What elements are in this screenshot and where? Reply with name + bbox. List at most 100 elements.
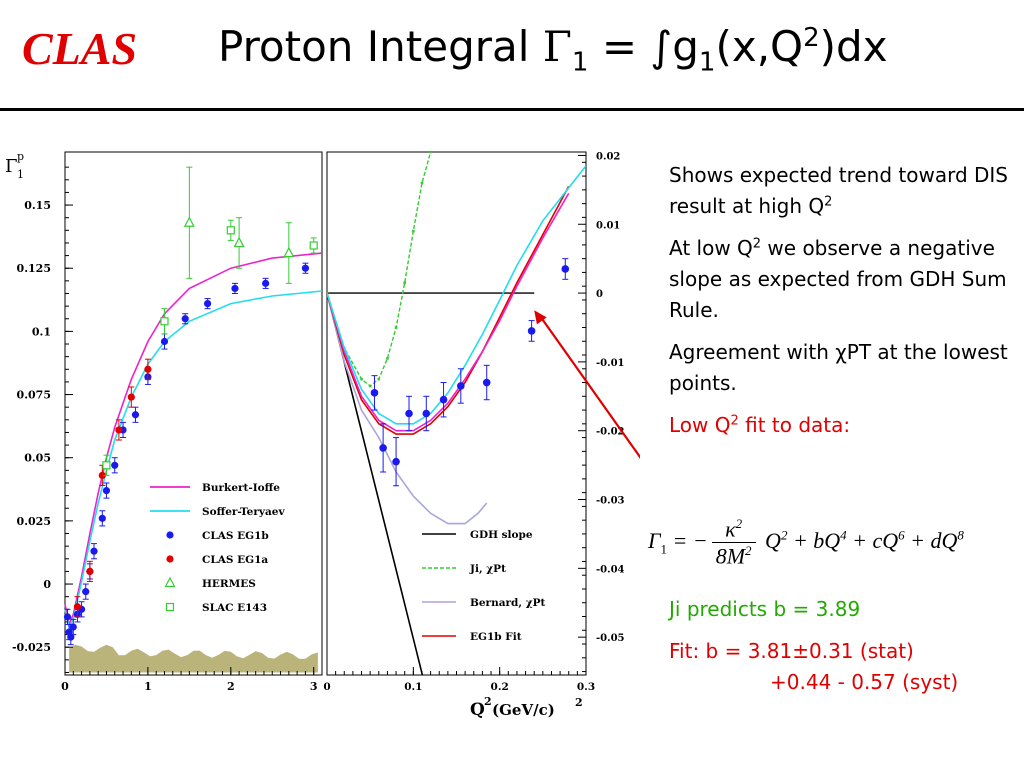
left-series-slac-e143-point bbox=[309, 241, 318, 250]
right-series-clas-eg1b-point bbox=[482, 378, 491, 387]
right-series-ji-pt-marker bbox=[368, 384, 372, 388]
left-series-hermes-point bbox=[233, 236, 245, 248]
right-series-ji-pt bbox=[327, 152, 432, 387]
note-trend: Shows expected trend toward DIS result a… bbox=[669, 163, 1008, 218]
right-legend-gdh-slope-label: GDH slope bbox=[470, 529, 533, 541]
right-legend-ji-pt-label: Ji, χPt bbox=[469, 563, 506, 575]
right-series-clas-eg1b-point bbox=[392, 457, 400, 466]
right-plot-area bbox=[327, 152, 586, 675]
left-xtick-label: 1 bbox=[144, 680, 152, 693]
note-ji: Ji predicts b = 3.89 bbox=[669, 597, 861, 621]
left-xtick-label: 0 bbox=[61, 680, 69, 693]
left-series-clas-eg1b-point bbox=[203, 299, 212, 308]
left-series-clas-eg1b-point bbox=[160, 337, 169, 346]
left-series-clas-eg1b-point bbox=[131, 411, 140, 419]
note-fit-stat: Fit: b = 3.81±0.31 (stat) bbox=[669, 639, 914, 663]
right-ytick-label: -0.04 bbox=[596, 564, 625, 575]
left-series-slac-e143-point bbox=[160, 317, 169, 326]
notes-panel-lower: Ji predicts b = 3.89 Fit: b = 3.81±0.31 … bbox=[669, 594, 1009, 709]
left-series-clas-eg1b-point bbox=[98, 514, 106, 522]
title-gamma: Γ bbox=[542, 22, 572, 71]
left-xtick-label: 3 bbox=[310, 680, 318, 693]
note-low-q2: At low Q2 we observe a negative slope as… bbox=[669, 236, 1007, 322]
right-series-burkert-ioffe bbox=[327, 192, 570, 432]
left-legend-soffer-teryaev-label: Soffer-Teryaev bbox=[202, 506, 285, 518]
title-end: )dx bbox=[819, 22, 888, 71]
left-legend-slac-e143-label: SLAC E143 bbox=[202, 602, 267, 614]
right-series-clas-eg1b-point bbox=[457, 382, 465, 390]
left-series-clas-eg1b-point bbox=[63, 613, 72, 621]
left-series-clas-eg1a-point bbox=[73, 603, 82, 611]
right-series-clas-eg1b-point bbox=[370, 389, 379, 397]
title-sup: 2 bbox=[803, 23, 820, 53]
left-ytick-label: 0 bbox=[43, 578, 51, 591]
page-title: Proton Integral Γ1 = ∫g1(x,Q2)dx bbox=[218, 22, 888, 78]
left-series-clas-eg1b-point bbox=[301, 264, 310, 272]
left-ytick-label: 0.125 bbox=[17, 262, 51, 275]
left-series-hermes-point bbox=[283, 246, 295, 258]
clas-logo: CLAS bbox=[22, 23, 138, 74]
right-series-ji-pt-marker bbox=[360, 377, 363, 381]
right-legend-bernard-pt-label: Bernard, χPt bbox=[470, 597, 546, 609]
right-ytick-label: -0.03 bbox=[596, 496, 625, 507]
right-series-ji-pt-marker bbox=[386, 357, 389, 360]
right-series-clas-eg1b-point bbox=[439, 395, 448, 404]
title-sub-2: 1 bbox=[698, 47, 716, 78]
left-legend-burkert-ioffe-label: Burkert-Ioffe bbox=[202, 482, 280, 494]
right-series-ji-pt-marker bbox=[420, 181, 424, 185]
left-legend-clas-eg1a-swatch-point bbox=[166, 555, 174, 563]
left-legend-clas-eg1b-label: CLAS EG1b bbox=[202, 530, 269, 542]
right-series-ji-pt-marker bbox=[394, 326, 398, 329]
right-xtick-label: 0.1 bbox=[404, 681, 422, 693]
title-integral: = ∫g bbox=[588, 22, 699, 71]
left-series-clas-eg1a-point bbox=[127, 393, 135, 401]
right-xtick-label: 0.2 bbox=[491, 681, 509, 693]
left-ylabel: Γ bbox=[5, 156, 18, 177]
left-series-clas-eg1b-point bbox=[67, 633, 75, 641]
right-series-clas-eg1b-point bbox=[422, 409, 431, 418]
note-agreement: Agreement with χPT at the lowest points. bbox=[669, 340, 1008, 395]
fit-formula: Γ1 = − κ2 8M2 Q2 + bQ4 + cQ6 + dQ8 bbox=[648, 516, 964, 569]
left-series-clas-eg1b-point bbox=[231, 284, 239, 293]
right-series-clas-eg1b-point bbox=[379, 444, 387, 452]
left-series-slac-e143-point bbox=[226, 226, 235, 235]
right-series-clas-eg1b-point bbox=[561, 265, 570, 273]
left-ytick-label: 0.15 bbox=[24, 199, 51, 212]
right-ytick-label: -0.02 bbox=[596, 427, 625, 438]
right-series-ji-pt-marker bbox=[377, 377, 381, 381]
left-ylabel-sup: p bbox=[17, 150, 24, 163]
header-rule bbox=[0, 108, 1024, 111]
right-ytick-label: 0 bbox=[596, 289, 603, 300]
left-series-slac-e143-point bbox=[102, 461, 111, 470]
right-ytick-label: -0.01 bbox=[596, 358, 625, 369]
left-legend-hermes-swatch-point bbox=[164, 576, 176, 588]
right-series-clas-eg1b-point bbox=[527, 327, 536, 335]
annotation-arrow-shaft bbox=[539, 315, 640, 459]
left-legend-clas-eg1a-label: CLAS EG1a bbox=[202, 554, 268, 566]
right-xlabel-unit: (GeV/c) bbox=[492, 701, 555, 719]
left-ytick-label: 0.025 bbox=[17, 515, 51, 528]
left-ytick-label: 0.1 bbox=[32, 325, 51, 338]
right-series-ji-pt-marker bbox=[412, 229, 415, 233]
left-series-clas-eg1b-point bbox=[69, 623, 77, 631]
right-series-ji-pt-marker bbox=[429, 152, 432, 154]
left-ytick-label: 0.075 bbox=[17, 389, 51, 402]
right-ytick-label: 0.02 bbox=[596, 151, 620, 162]
left-series-clas-eg1a-point bbox=[144, 365, 152, 373]
right-xlabel-unit-sup: 2 bbox=[575, 696, 583, 709]
annotation-arrow-head bbox=[534, 310, 547, 325]
left-series-clas-eg1b-point bbox=[262, 279, 270, 287]
notes-panel: Shows expected trend toward DIS result a… bbox=[669, 160, 1009, 452]
right-series-eg1b-fit bbox=[327, 186, 570, 435]
right-series-soffer-teryaev bbox=[327, 165, 586, 425]
right-xlabel: Q bbox=[470, 700, 485, 720]
title-args: (x,Q bbox=[715, 22, 804, 71]
note-fit-syst: +0.44 - 0.57 (syst) bbox=[770, 670, 959, 694]
left-series-clas-eg1b-point bbox=[82, 588, 90, 596]
left-series-burkert-ioffe bbox=[64, 252, 323, 628]
title-sub-1: 1 bbox=[571, 47, 589, 78]
left-series-clas-eg1b-point bbox=[111, 461, 119, 469]
note-fit-title: Low Q2 fit to data: bbox=[669, 413, 851, 437]
left-legend-slac-e143-swatch-point bbox=[165, 602, 175, 612]
